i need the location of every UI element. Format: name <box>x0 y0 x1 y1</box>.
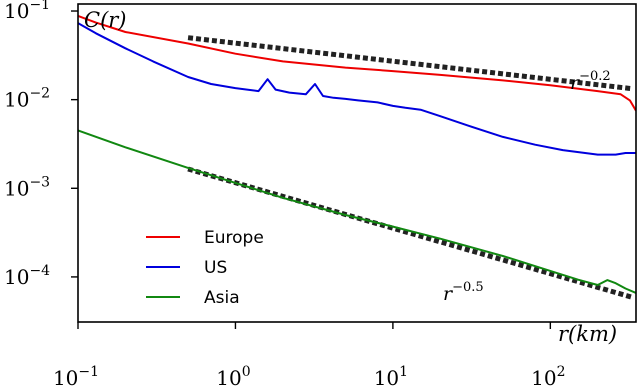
legend: Europe US Asia <box>146 228 264 308</box>
x-tick-label-1: 100 <box>216 364 250 390</box>
annotation-slope-05-base: r <box>443 283 454 305</box>
x-tick-base-1: 10 <box>216 366 241 390</box>
x-tick-label-3: 102 <box>531 364 565 390</box>
x-tick-label-0: 10−1 <box>53 364 99 390</box>
reference-line-1 <box>187 35 633 92</box>
y-tick-exp-1: −2 <box>29 86 50 102</box>
legend-label-us: US <box>204 258 227 278</box>
plot-area <box>78 14 636 300</box>
legend-label-asia: Asia <box>204 288 240 308</box>
series-line-asia <box>78 129 636 294</box>
y-axis-ticks: 10−110−210−310−4 <box>4 0 78 289</box>
data-series <box>78 14 636 294</box>
x-tick-base-3: 10 <box>531 366 556 390</box>
x-tick-base-2: 10 <box>374 366 399 390</box>
reference-lines <box>187 35 633 300</box>
x-tick-exp-2: 1 <box>399 364 408 380</box>
series-line-us <box>78 22 636 156</box>
y-axis-label: C(r) <box>84 8 127 32</box>
y-tick-exp-3: −4 <box>29 263 50 279</box>
plot-frame <box>77 3 637 323</box>
annotation-slope-02-exp: −0.2 <box>579 69 611 84</box>
y-tick-label-3: 10−4 <box>4 263 50 289</box>
annotation-slope-02-base: r <box>570 72 581 94</box>
reference-line-2 <box>187 166 633 300</box>
annotation-slope-05-exp: −0.5 <box>452 280 484 295</box>
y-tick-exp-2: −3 <box>29 174 50 190</box>
y-tick-label-1: 10−2 <box>4 86 50 112</box>
x-tick-exp-0: −1 <box>78 364 99 380</box>
y-tick-base-2: 10 <box>4 176 29 200</box>
annotation-slope-02: r−0.2 <box>570 69 611 94</box>
y-tick-label-2: 10−3 <box>4 174 50 200</box>
y-tick-base-1: 10 <box>4 88 29 112</box>
x-tick-exp-3: 2 <box>557 364 566 380</box>
x-tick-label-2: 101 <box>374 364 408 390</box>
x-tick-exp-1: 0 <box>242 364 251 380</box>
y-tick-label-0: 10−1 <box>4 0 50 23</box>
x-axis-ticks: 10−1 100 101 102 <box>53 322 566 390</box>
x-tick-base-0: 10 <box>53 366 78 390</box>
y-tick-base-3: 10 <box>4 265 29 289</box>
legend-label-europe: Europe <box>204 228 264 248</box>
annotation-slope-05: r−0.5 <box>443 280 484 305</box>
series-line-europe <box>78 14 636 112</box>
y-tick-exp-0: −1 <box>29 0 50 13</box>
x-axis-label: r(km) <box>558 322 617 346</box>
y-tick-base-0: 10 <box>4 0 29 23</box>
